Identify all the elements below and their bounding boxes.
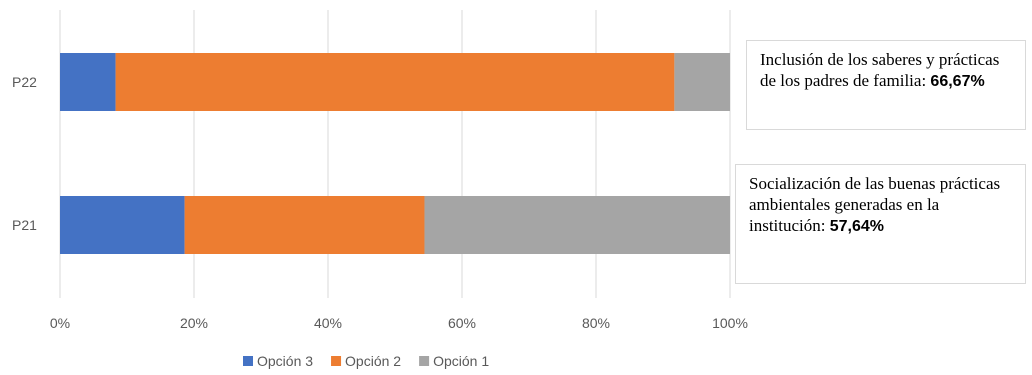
x-tick-label: 40% xyxy=(314,315,342,331)
legend-swatch xyxy=(419,356,430,366)
annotation-p21-value: 57,64% xyxy=(829,218,885,235)
legend-label: Opción 3 xyxy=(257,353,313,369)
legend-label: Opción 2 xyxy=(345,353,401,369)
x-tick-label: 20% xyxy=(180,315,208,331)
annotation-p21-text: Socialización de las buenas prácticas am… xyxy=(749,174,1001,235)
category-label: P21 xyxy=(12,217,37,233)
bar-segment xyxy=(60,196,185,254)
bar-segment xyxy=(424,196,730,254)
bar-segment xyxy=(60,53,116,111)
legend-swatch xyxy=(243,356,253,366)
bar-segment xyxy=(115,53,675,111)
category-label: P22 xyxy=(12,74,37,90)
legend: Opción 3 Opción 2 Opción 1 xyxy=(243,353,489,369)
x-tick-label: 60% xyxy=(448,315,476,331)
bar-segment xyxy=(184,196,425,254)
bar-segment xyxy=(674,53,730,111)
x-tick-label: 0% xyxy=(50,315,70,331)
x-tick-label: 100% xyxy=(712,315,748,331)
category-labels: P22 P21 xyxy=(12,74,37,233)
annotation-p22: Inclusión de los saberes y prácticas de … xyxy=(746,40,1026,130)
annotation-p22-value: 66,67% xyxy=(930,73,985,90)
x-axis-ticks: 0% 20% 40% 60% 80% 100% xyxy=(50,315,748,331)
annotation-p21: Socialización de las buenas prácticas am… xyxy=(735,164,1026,284)
bars xyxy=(60,53,730,254)
legend-swatch xyxy=(331,356,342,366)
annotation-p22-text: Inclusión de los saberes y prácticas de … xyxy=(760,50,1000,90)
x-tick-label: 80% xyxy=(582,315,610,331)
legend-label: Opción 1 xyxy=(433,353,489,369)
